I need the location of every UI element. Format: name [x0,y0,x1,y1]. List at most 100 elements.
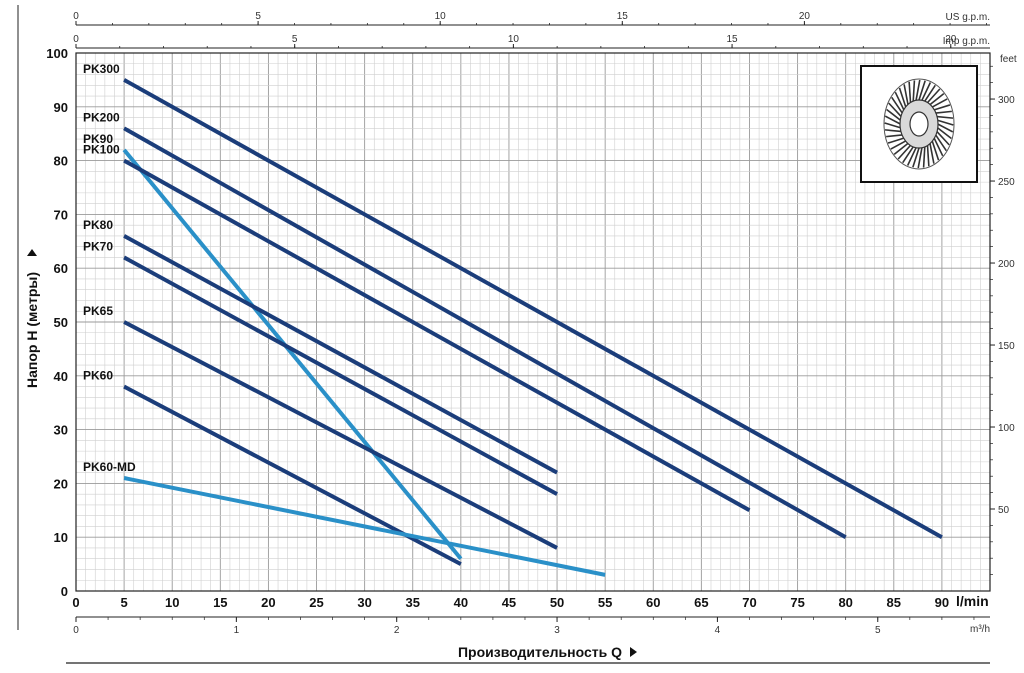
m3h-tick-label: 1 [234,625,240,636]
x-tick-label: 15 [213,595,227,610]
series-label-pk80: PK80 [83,218,113,232]
y-tick-label: 50 [54,315,68,330]
impeller-blade [931,140,940,161]
y-tick-label: 70 [54,207,68,222]
impeller-blade [898,87,907,108]
impeller-blade [915,79,921,101]
y-tick-label: 0 [61,584,68,599]
m3h-tick-label: 4 [715,625,721,636]
x-tick-label: 25 [309,595,323,610]
impeller-blade [884,122,901,129]
impeller-blade [897,144,912,160]
x-tick-label: 10 [165,595,179,610]
impeller-blade [936,127,952,140]
series-line-pk65 [123,320,558,550]
series-label-pk70: PK70 [83,239,113,253]
us-gpm-label: US g.p.m. [946,12,990,23]
x-tick-label: 70 [742,595,756,610]
x-tick-label: 85 [887,595,901,610]
impeller-blade [893,142,909,156]
series-label-pk300: PK300 [83,62,120,76]
impeller-blade [912,147,920,168]
impeller-blade [902,146,914,164]
x-tick-label: 0 [72,595,79,610]
series-line-pk80 [123,234,559,475]
y-axis-arrow-icon [27,249,37,256]
series-label-pk90: PK90 [83,132,113,146]
feet-label: feet [1000,54,1017,65]
y-tick-label: 30 [54,423,68,438]
y-tick-label: 100 [46,46,68,61]
impeller-blade [894,91,905,111]
impeller-rim [883,78,955,170]
imp-gpm-label: Imp g.p.m. [943,36,990,47]
grid [76,53,990,591]
impeller-blade [926,145,930,167]
impeller-blade [929,92,945,106]
imp-gpm-tick-label: 20 [945,34,957,45]
m3h-tick-label: 3 [554,625,560,636]
m3h-tick-label: 5 [875,625,881,636]
x-unit-label: l/min [956,593,989,609]
impeller-blade [935,134,947,152]
y-tick-label: 10 [54,530,68,545]
x-tick-label: 45 [502,595,516,610]
impeller-blade [884,115,901,125]
impeller-blade [935,110,952,114]
impeller-blade [936,115,954,119]
imp-gpm-tick-label: 10 [508,34,520,45]
series-line-pk100 [123,158,751,513]
feet-tick-label: 200 [998,259,1015,270]
impeller-blade [891,96,903,114]
us-gpm-tick-label: 15 [617,11,629,22]
impeller-blade [924,84,936,102]
y-tick-label: 20 [54,476,68,491]
impeller-blade [918,80,926,101]
x-tick-label: 75 [790,595,804,610]
imp-gpm-tick-label: 15 [727,34,739,45]
y-tick-label: 40 [54,369,68,384]
us-gpm-tick-label: 20 [799,11,811,22]
series-label-pk100: PK100 [83,143,120,157]
feet-tick-label: 150 [998,341,1015,352]
y-tick-label: 80 [54,154,68,169]
y-axis-title-group: Напор H (метры) [24,249,40,388]
imp-gpm-tick-label: 5 [292,34,298,45]
impeller-bore [909,111,929,137]
impeller-blade [917,147,923,169]
impeller-blade [926,88,941,104]
x-tick-label: 5 [120,595,127,610]
feet-tick-label: 100 [998,423,1015,434]
impeller-blade [912,80,916,102]
series-line-pk90 [122,148,463,560]
x-axis-title-group: Производительность Q [458,644,637,660]
x-axis-arrow-icon [630,647,637,657]
plot-frame [75,52,991,592]
series-line-pk60-md [123,476,606,577]
impeller-blade [884,129,902,133]
x-axis-title: Производительность Q [458,644,622,660]
impeller-blade [933,104,951,111]
us-gpm-tick-label: 10 [435,11,447,22]
impeller-blade [906,147,917,166]
x-tick-label: 35 [406,595,420,610]
series-line-pk70 [123,255,559,496]
impeller-blade [931,98,948,108]
impeller-blade [921,82,932,101]
feet-tick-label: 250 [998,177,1015,188]
m3h-label: m³/h [970,624,990,635]
impeller-blade [908,81,912,103]
x-tick-label: 55 [598,595,612,610]
m3h-tick-label: 0 [73,625,79,636]
series-line-pk300 [123,78,943,539]
impeller-blade [933,137,944,157]
impeller-icon [860,65,978,183]
x-tick-label: 80 [838,595,852,610]
imp-gpm-tick-label: 0 [73,34,79,45]
x-tick-label: 65 [694,595,708,610]
feet-tick-label: 300 [998,95,1015,106]
y-tick-label: 60 [54,261,68,276]
series-label-pk60-md: PK60-MD [83,460,136,474]
impeller-blade [903,84,909,105]
